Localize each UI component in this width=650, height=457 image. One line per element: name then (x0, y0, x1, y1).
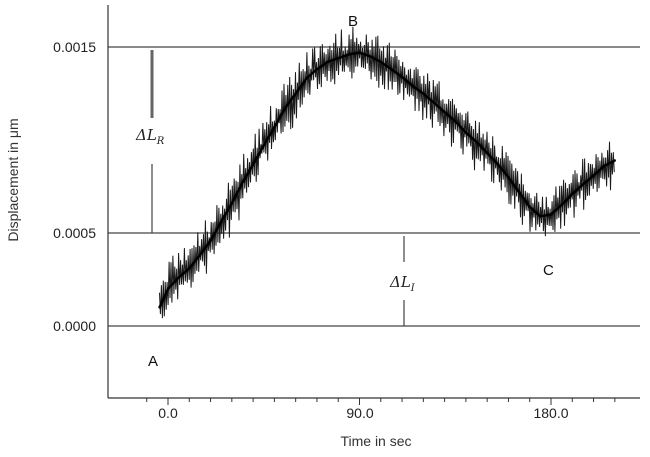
delta-lr-label: ΔLR (135, 126, 165, 147)
data-point (177, 276, 180, 279)
data-point (262, 144, 265, 147)
data-point (571, 192, 574, 196)
data-point (486, 151, 489, 155)
y-tick-label-0-0000: 0.0000 (53, 318, 96, 334)
point-labels: A B C (148, 13, 554, 370)
delta-lr-subscript: R (156, 136, 165, 147)
data-point (454, 120, 457, 123)
data-point (230, 202, 233, 205)
data-point (517, 190, 521, 194)
data-point (273, 125, 276, 129)
data-point (188, 267, 191, 270)
data-point (326, 60, 329, 64)
point-label-b: B (348, 13, 358, 30)
data-point (358, 51, 361, 54)
data-point (368, 55, 372, 58)
data-point (283, 107, 287, 110)
data-point (400, 75, 404, 79)
data-point (209, 239, 212, 242)
data-point (422, 92, 425, 95)
delta-lr-base: ΔL (135, 126, 157, 144)
data-point (220, 220, 223, 223)
data-point (507, 176, 510, 179)
data-point (496, 163, 499, 166)
data-point (294, 92, 297, 95)
data-point (198, 254, 202, 257)
data-point (549, 213, 553, 216)
delta-li-label: ΔLI (389, 273, 416, 294)
point-label-a: A (148, 353, 158, 370)
x-tick-label-0: 0.0 (158, 405, 178, 421)
data-point (305, 77, 308, 80)
data-point (158, 306, 161, 309)
annotation-delta-li: ΔLI (389, 236, 416, 326)
y-tick-label-0-0005: 0.0005 (53, 225, 96, 241)
data-point (603, 164, 606, 168)
data-point (528, 205, 531, 209)
delta-li-subscript: I (410, 283, 416, 294)
data-point (613, 159, 616, 162)
data-point (464, 131, 468, 134)
delta-li-base: ΔL (389, 273, 411, 291)
data-point (241, 181, 244, 184)
data-point (539, 215, 542, 218)
data-point (475, 140, 478, 144)
series-noisy-trace (159, 26, 615, 319)
data-point (560, 203, 563, 207)
x-tick-label-90: 90.0 (346, 405, 373, 421)
data-point (592, 174, 595, 177)
axes (107, 5, 640, 405)
data-point (443, 110, 446, 114)
data-point (432, 101, 436, 105)
y-tick-labels: 0.0015 0.0005 0.0000 (53, 39, 96, 334)
y-tick-label-0-0015: 0.0015 (53, 39, 96, 55)
series-line (158, 51, 616, 308)
x-axis-ticks (146, 398, 616, 405)
y-axis-title: Displacement in μm (5, 118, 21, 241)
data-point (337, 57, 340, 60)
data-point (251, 163, 255, 166)
data-point (581, 183, 585, 186)
x-tick-label-180: 180.0 (533, 405, 568, 421)
x-tick-labels: 0.0 90.0 180.0 (158, 405, 568, 421)
data-point (390, 68, 393, 71)
data-point (166, 287, 170, 290)
x-axis-title: Time in sec (340, 433, 411, 449)
data-point (315, 68, 319, 71)
data-point (347, 53, 351, 56)
annotation-delta-lr: ΔLR (135, 50, 165, 233)
series-displacement (158, 26, 616, 319)
point-label-c: C (543, 262, 554, 279)
data-point (411, 84, 414, 88)
data-point (379, 60, 382, 64)
